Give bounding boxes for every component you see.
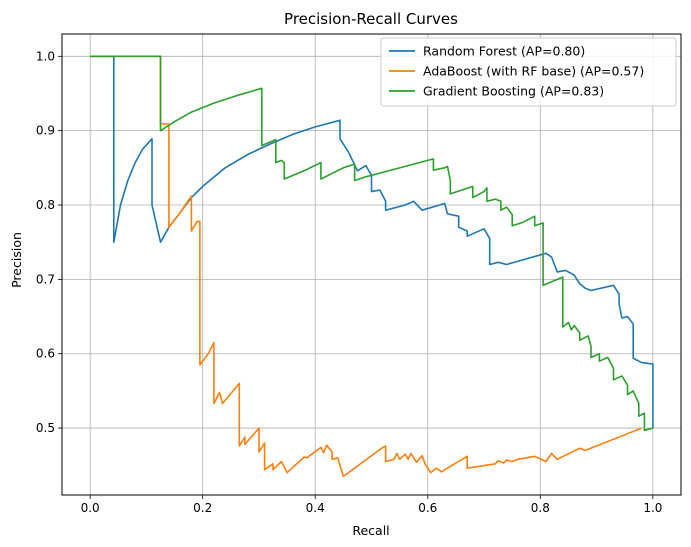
legend-label-1: Random Forest (AP=0.80) xyxy=(423,44,585,59)
series-group xyxy=(90,55,654,478)
legend-label-3: Gradient Boosting (AP=0.83) xyxy=(423,84,604,99)
series-line-3 xyxy=(90,55,654,432)
grid xyxy=(62,34,681,495)
series-line-2 xyxy=(90,55,642,478)
x-tick-label: 0.4 xyxy=(306,501,325,515)
y-axis-title: Precision xyxy=(9,232,24,288)
x-tick-label: 0.0 xyxy=(81,501,100,515)
x-tick-label: 0.8 xyxy=(531,501,550,515)
x-tick-label: 0.2 xyxy=(193,501,212,515)
x-tick-label: 1.0 xyxy=(643,501,662,515)
y-tick-label: 0.8 xyxy=(36,198,55,212)
x-axis-title: Recall xyxy=(352,523,389,538)
y-tick-label: 0.7 xyxy=(36,272,55,286)
y-tick-label: 0.6 xyxy=(36,347,55,361)
legend-label-2: AdaBoost (with RF base) (AP=0.57) xyxy=(423,64,644,79)
axis-ticks: 0.0 0.2 0.4 0.6 0.8 1.0 0.5 0.6 0.7 0.8 0.9 1.0 xyxy=(36,49,663,515)
plot-area-frame xyxy=(61,33,682,496)
legend-box xyxy=(380,37,677,107)
y-tick-label: 0.5 xyxy=(36,421,55,435)
legend: Random Forest (AP=0.80) AdaBoost (with RF… xyxy=(380,37,677,107)
y-tick-label: 0.9 xyxy=(36,124,55,138)
y-tick-label: 1.0 xyxy=(36,49,55,63)
x-tick-label: 0.6 xyxy=(418,501,437,515)
chart-title: Precision-Recall Curves xyxy=(284,10,458,28)
